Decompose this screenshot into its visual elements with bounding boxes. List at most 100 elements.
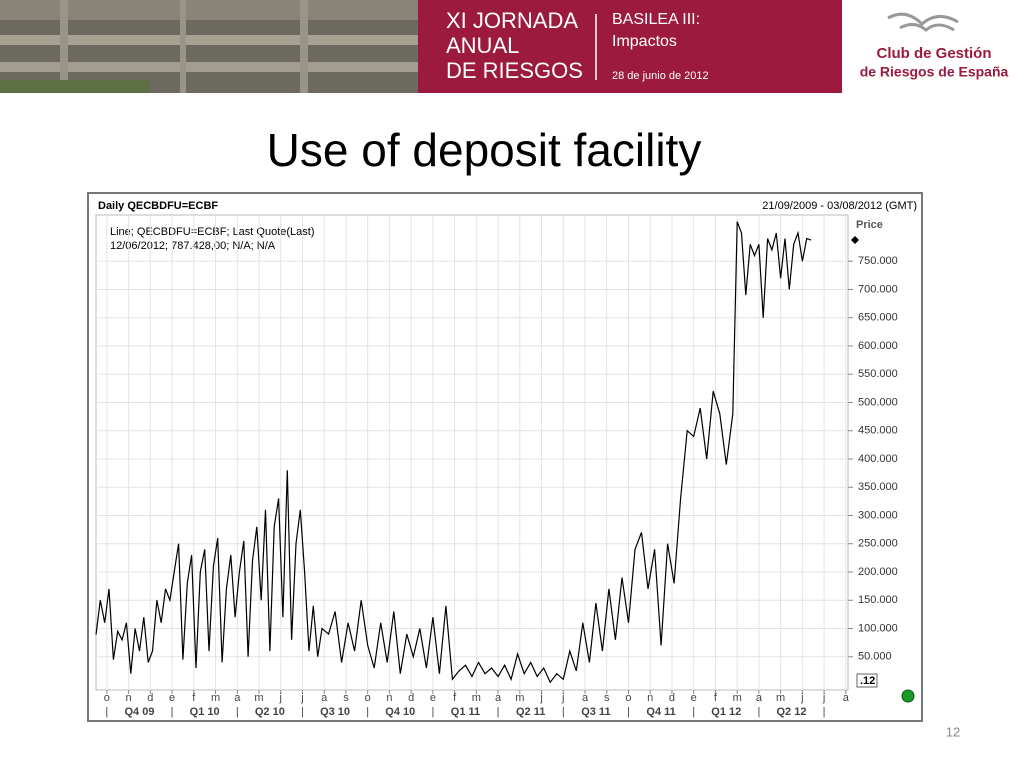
- x-tick-label: m: [211, 692, 220, 704]
- organizer-line: Club de Gestión: [876, 45, 991, 62]
- plot-area: [95, 214, 849, 691]
- y-tick-label: 250.000: [858, 538, 898, 550]
- quarter-separator: |: [823, 706, 826, 718]
- y-tick-label: 350.000: [858, 481, 898, 493]
- quarter-label: Q3 10: [320, 706, 350, 718]
- quarter-label: Q2 12: [777, 706, 807, 718]
- x-tick-label: a: [582, 692, 589, 704]
- page-number: 12: [946, 724, 960, 739]
- y-tick-label: 100.000: [858, 622, 898, 634]
- x-tick-label: n: [386, 692, 392, 704]
- x-tick-label: n: [126, 692, 132, 704]
- quarter-separator: |: [692, 706, 695, 718]
- price-line: [95, 221, 812, 684]
- x-tick-label: d: [147, 692, 153, 704]
- event-line: DE RIESGOS: [446, 58, 583, 83]
- x-tick-label: j: [300, 692, 303, 704]
- quarter-separator: |: [236, 706, 239, 718]
- y-tick-label: 50.000: [858, 651, 892, 663]
- y-tick-label: 450.000: [858, 425, 898, 437]
- event-title: XI JORNADA ANUAL DE RIESGOS: [446, 8, 583, 83]
- quarter-label: Q2 10: [255, 706, 285, 718]
- x-tick-label: m: [515, 692, 524, 704]
- y-tick-label: 200.000: [858, 566, 898, 578]
- slide-title: Use of deposit facility: [267, 124, 702, 176]
- y-tick-label: 550.000: [858, 368, 898, 380]
- y-axis-label: Price: [856, 219, 883, 231]
- quarter-separator: |: [627, 706, 630, 718]
- x-tick-label: d: [408, 692, 414, 704]
- y-tick-label: 750.000: [858, 255, 898, 267]
- topic-line: BASILEA III:: [612, 11, 700, 28]
- x-tick-label: f: [192, 692, 196, 704]
- quarter-separator: |: [497, 706, 500, 718]
- y-tick-label: 700.000: [858, 283, 898, 295]
- x-tick-label: a: [843, 692, 850, 704]
- x-tick-label: a: [756, 692, 763, 704]
- x-tick-label: m: [472, 692, 481, 704]
- quarter-label: Q1 10: [190, 706, 220, 718]
- status-dot: [901, 689, 915, 703]
- x-tick-label: m: [254, 692, 263, 704]
- x-tick-label: j: [279, 692, 282, 704]
- header-band: [418, 0, 842, 93]
- organizer-logo: Club de Gestión de Riesgos de España: [860, 12, 1009, 80]
- plot: 50.000 100.000 150.000 200.000 250.000 300.00…: [95, 216, 898, 718]
- x-tick-label: j: [822, 692, 825, 704]
- y-tick-label: 500.000: [858, 396, 898, 408]
- quarter-label: Q3 11: [581, 706, 610, 718]
- x-tick-label: d: [669, 692, 675, 704]
- x-tick-label: s: [604, 692, 610, 704]
- quarter-label: Q2 11: [516, 706, 545, 718]
- quarter-separator: |: [431, 706, 434, 718]
- quarter-label: Q4 11: [646, 706, 675, 718]
- x-tick-label: s: [343, 692, 349, 704]
- scale-box: [856, 673, 878, 688]
- x-tick-label: a: [234, 692, 241, 704]
- quarter-label: Q1 11: [451, 706, 480, 718]
- x-tick-label: a: [321, 692, 328, 704]
- quarter-separator: |: [301, 706, 304, 718]
- x-tick-label: e: [430, 692, 436, 704]
- x-tick-label: o: [104, 692, 110, 704]
- x-tick-label: m: [733, 692, 742, 704]
- y-tick-label: 300.000: [858, 509, 898, 521]
- y-tick-label: 600.000: [858, 340, 898, 352]
- quarter-separator: |: [105, 706, 108, 718]
- quarter-separator: |: [366, 706, 369, 718]
- x-tick-label: e: [169, 692, 175, 704]
- topic-line: Impactos: [612, 33, 677, 50]
- x-tick-label: j: [561, 692, 564, 704]
- x-tick-label: n: [647, 692, 653, 704]
- organizer-line: de Riesgos de España: [860, 64, 1009, 80]
- event-line: XI JORNADA: [446, 8, 578, 33]
- x-tick-label: j: [800, 692, 803, 704]
- x-tick-label: m: [776, 692, 785, 704]
- chart-subtitle: 21/09/2009 - 03/08/2012 (GMT): [762, 200, 917, 212]
- quarter-separator: |: [757, 706, 760, 718]
- header-photo: [0, 0, 418, 93]
- quarter-label: Q4 10: [385, 706, 415, 718]
- y-tick-label: 400.000: [858, 453, 898, 465]
- x-tick-label: j: [539, 692, 542, 704]
- quarter-label: Q1 12: [711, 706, 741, 718]
- quarter-label: Q4 09: [124, 706, 154, 718]
- chart-title: Daily QECBDFU=ECBF: [98, 200, 218, 212]
- x-tick-label: a: [495, 692, 502, 704]
- event-date: 28 de junio de 2012: [612, 70, 709, 82]
- quarter-separator: |: [562, 706, 565, 718]
- last-quote-marker: [851, 236, 859, 245]
- y-tick-label: 650.000: [858, 312, 898, 324]
- y-tick-label: 150.000: [858, 594, 898, 606]
- x-tick-label: e: [691, 692, 697, 704]
- x-tick-label: f: [714, 692, 718, 704]
- legend-text: Line; QECBDFU=ECBF; Last Quote(Last): [110, 226, 315, 238]
- legend-text: 12/06/2012; 787.428,00; N/A; N/A: [110, 240, 276, 252]
- x-tick-label: o: [625, 692, 631, 704]
- quarter-separator: |: [171, 706, 174, 718]
- scale-label: .12: [860, 675, 875, 687]
- event-line: ANUAL: [446, 33, 519, 58]
- x-tick-label: f: [453, 692, 457, 704]
- x-tick-label: o: [365, 692, 371, 704]
